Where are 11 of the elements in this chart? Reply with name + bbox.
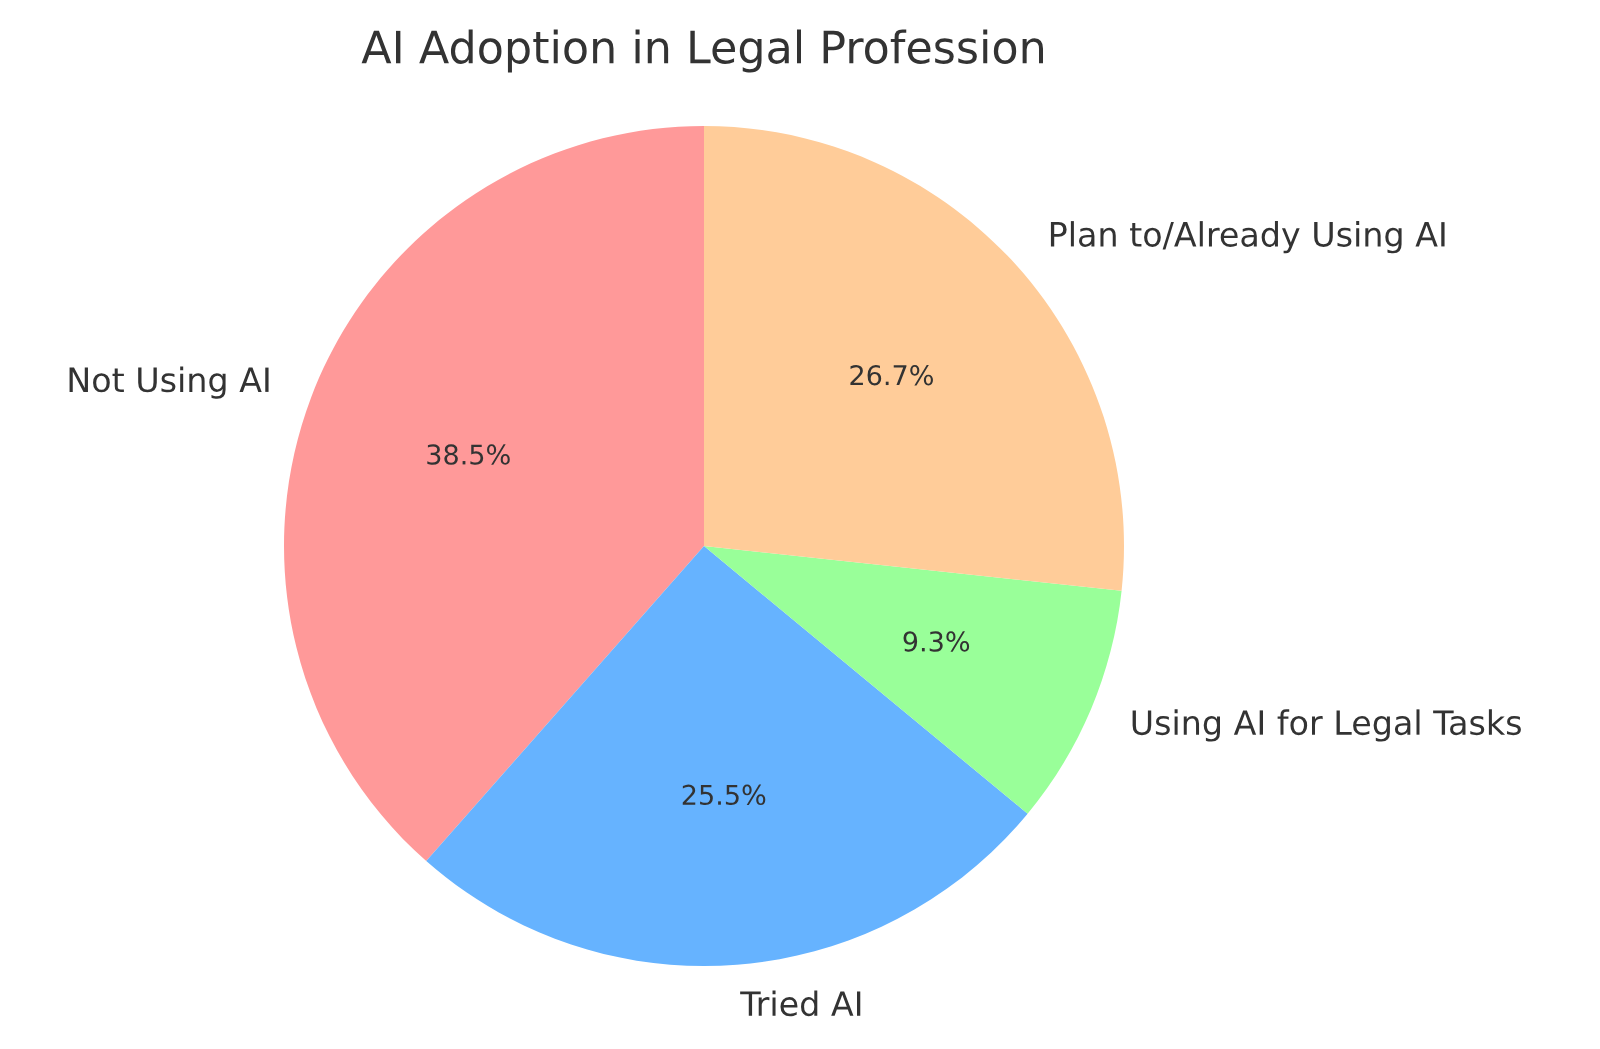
slice-label: Not Using AI — [69, 366, 269, 399]
data-label: 38.5% — [427, 444, 510, 465]
data-label: 26.7% — [850, 364, 933, 386]
slice-label: Using AI for Legal Tasks — [1132, 709, 1521, 742]
pie-slice — [704, 126, 1124, 591]
data-label: 9.3% — [903, 631, 970, 652]
slice-label: Plan to/Already Using AI — [1050, 221, 1445, 254]
chart-title: AI Adoption in Legal Profession — [361, 29, 1043, 73]
pie-slice — [426, 546, 1028, 966]
data-label: 25.5% — [682, 784, 766, 806]
slice-label: Tried AI — [740, 990, 861, 1017]
